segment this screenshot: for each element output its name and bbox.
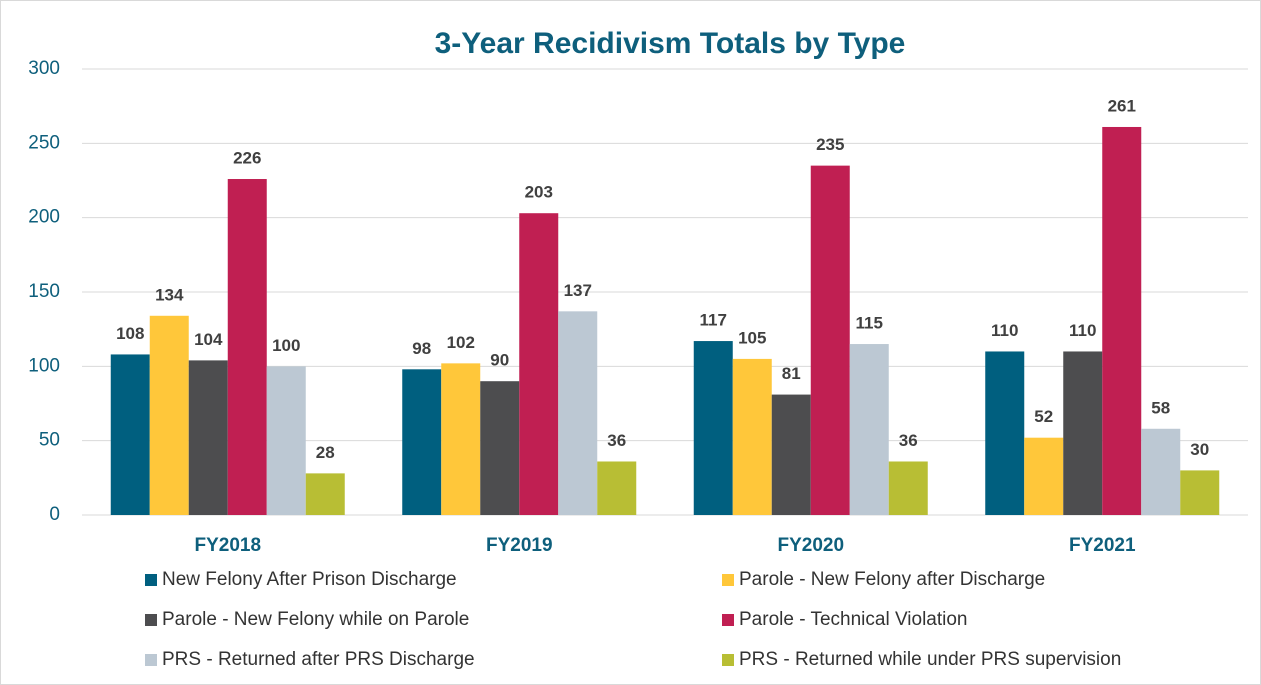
bar — [402, 369, 442, 515]
y-tick-label: 100 — [28, 355, 60, 376]
bar — [1063, 351, 1103, 515]
data-label: 105 — [738, 328, 766, 347]
bar — [266, 366, 306, 515]
data-label: 261 — [1108, 96, 1136, 115]
chart-title: 3-Year Recidivism Totals by Type — [435, 27, 906, 60]
bar — [732, 358, 772, 515]
legend-label: Parole - New Felony after Discharge — [739, 569, 1045, 590]
bar — [519, 213, 559, 515]
data-label: 36 — [607, 431, 626, 450]
data-label: 134 — [155, 285, 184, 304]
bar — [985, 351, 1025, 515]
bar — [810, 165, 850, 515]
bar — [149, 315, 189, 515]
data-label: 30 — [1190, 440, 1209, 459]
bar — [480, 381, 520, 515]
data-label: 108 — [116, 324, 144, 343]
bar — [693, 341, 733, 515]
bar — [597, 461, 637, 515]
bar — [1141, 428, 1181, 515]
bar — [188, 360, 228, 515]
legend-swatch — [722, 614, 734, 626]
data-label: 98 — [412, 339, 431, 358]
data-label: 235 — [816, 135, 844, 154]
y-tick-label: 300 — [28, 58, 60, 79]
x-tick-label: FY2020 — [777, 535, 844, 556]
bar — [888, 461, 928, 515]
data-label: 226 — [233, 148, 261, 167]
bar — [110, 354, 150, 515]
bar — [305, 473, 345, 515]
y-tick-label: 200 — [28, 207, 60, 228]
y-tick-label: 250 — [28, 132, 60, 153]
x-tick-label: FY2021 — [1069, 535, 1136, 556]
legend-label: Parole - New Felony while on Parole — [162, 609, 469, 630]
bar — [1180, 470, 1220, 515]
data-label: 203 — [525, 183, 553, 202]
data-label: 28 — [316, 443, 335, 462]
bar — [441, 363, 481, 515]
data-label: 90 — [490, 351, 509, 370]
legend-swatch — [145, 654, 157, 666]
bar — [227, 179, 267, 515]
data-label: 117 — [700, 311, 727, 330]
data-label: 137 — [564, 281, 592, 300]
data-label: 110 — [991, 321, 1018, 340]
data-label: 100 — [272, 336, 300, 355]
bar — [1102, 126, 1142, 515]
data-label: 52 — [1034, 407, 1053, 426]
legend-label: Parole - Technical Violation — [739, 609, 968, 630]
bar — [1024, 437, 1064, 515]
y-tick-label: 50 — [39, 430, 60, 451]
data-label: 58 — [1151, 398, 1170, 417]
bar — [771, 394, 811, 515]
y-tick-label: 0 — [49, 504, 60, 525]
x-tick-label: FY2019 — [486, 535, 553, 556]
data-label: 102 — [447, 333, 475, 352]
legend-swatch — [722, 654, 734, 666]
legend-swatch — [722, 574, 734, 586]
legend-label: PRS - Returned after PRS Discharge — [162, 649, 475, 670]
data-label: 81 — [782, 364, 801, 383]
bar — [849, 344, 889, 515]
data-label: 36 — [899, 431, 918, 450]
y-tick-label: 150 — [28, 281, 60, 302]
bar — [558, 311, 598, 515]
x-tick-label: FY2018 — [194, 535, 261, 556]
legend-swatch — [145, 574, 157, 586]
legend-label: New Felony After Prison Discharge — [162, 569, 457, 590]
legend-swatch — [145, 614, 157, 626]
data-label: 115 — [856, 314, 883, 333]
data-label: 104 — [194, 330, 223, 349]
legend-label: PRS - Returned while under PRS supervisi… — [739, 649, 1121, 670]
data-label: 110 — [1069, 321, 1096, 340]
